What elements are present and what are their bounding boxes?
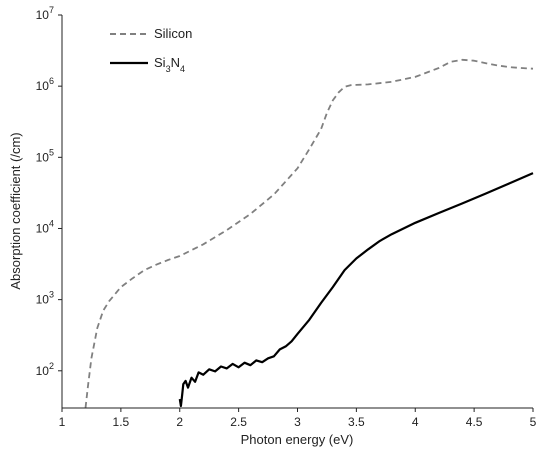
x-tick-label: 4.5 — [466, 415, 483, 429]
legend: Silicon Si3N4 — [110, 26, 192, 74]
series-line-si3n4 — [178, 172, 534, 408]
y-tick-label: 104 — [36, 218, 54, 235]
x-tick-label: 2.5 — [230, 415, 247, 429]
y-tick-label: 105 — [36, 147, 54, 164]
x-tick-label: 3.5 — [348, 415, 365, 429]
legend-label-si3n4: Si3N4 — [154, 55, 185, 74]
x-tick-label: 1.5 — [113, 415, 130, 429]
x-ticks: 1 1.5 2 2.5 3 3.5 4 4.5 5 — [59, 408, 537, 429]
plot-series — [84, 58, 534, 409]
y-tick-label: 103 — [36, 290, 54, 307]
y-tick-label: 106 — [36, 76, 54, 93]
x-tick-label: 1 — [59, 415, 66, 429]
x-tick-label: 4 — [412, 415, 419, 429]
series-line-silicon — [84, 58, 534, 409]
y-tick-label: 107 — [36, 5, 54, 22]
x-tick-label: 3 — [294, 415, 301, 429]
x-axis-label: Photon energy (eV) — [241, 432, 354, 447]
legend-label-silicon: Silicon — [154, 26, 192, 41]
y-tick-label: 102 — [36, 361, 54, 378]
x-tick-label: 2 — [176, 415, 183, 429]
y-ticks: 102 103 104 105 106 107 — [36, 5, 62, 378]
x-tick-label: 5 — [530, 415, 537, 429]
y-axis-label: Absorption coefficient (/cm) — [8, 132, 23, 289]
